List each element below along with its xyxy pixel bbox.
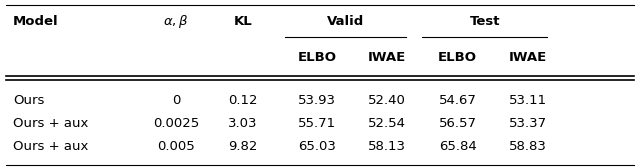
Text: Model: Model <box>13 15 58 28</box>
Text: 65.84: 65.84 <box>439 140 476 153</box>
Text: Test: Test <box>470 15 500 28</box>
Text: Ours + aux: Ours + aux <box>13 140 88 153</box>
Text: 53.93: 53.93 <box>298 94 336 107</box>
Text: 3.03: 3.03 <box>228 117 258 130</box>
Text: 56.57: 56.57 <box>438 117 477 130</box>
Text: 58.83: 58.83 <box>509 140 547 153</box>
Text: $\alpha, \beta$: $\alpha, \beta$ <box>163 13 189 30</box>
Text: 0.12: 0.12 <box>228 94 258 107</box>
Text: ELBO: ELBO <box>438 51 477 64</box>
Text: 0.0025: 0.0025 <box>153 117 199 130</box>
Text: 53.37: 53.37 <box>509 117 547 130</box>
Text: IWAE: IWAE <box>368 51 406 64</box>
Text: IWAE: IWAE <box>509 51 547 64</box>
Text: 0: 0 <box>172 94 180 107</box>
Text: 9.82: 9.82 <box>228 140 258 153</box>
Text: Ours + aux: Ours + aux <box>13 117 88 130</box>
Text: 55.71: 55.71 <box>298 117 336 130</box>
Text: 53.11: 53.11 <box>509 94 547 107</box>
Text: KL: KL <box>234 15 253 28</box>
Text: Ours: Ours <box>13 94 44 107</box>
Text: 58.13: 58.13 <box>368 140 406 153</box>
Text: 65.03: 65.03 <box>298 140 336 153</box>
Text: ELBO: ELBO <box>298 51 336 64</box>
Text: 54.67: 54.67 <box>438 94 477 107</box>
Text: 52.54: 52.54 <box>368 117 406 130</box>
Text: 52.40: 52.40 <box>368 94 406 107</box>
Text: Valid: Valid <box>327 15 364 28</box>
Text: 0.005: 0.005 <box>157 140 195 153</box>
